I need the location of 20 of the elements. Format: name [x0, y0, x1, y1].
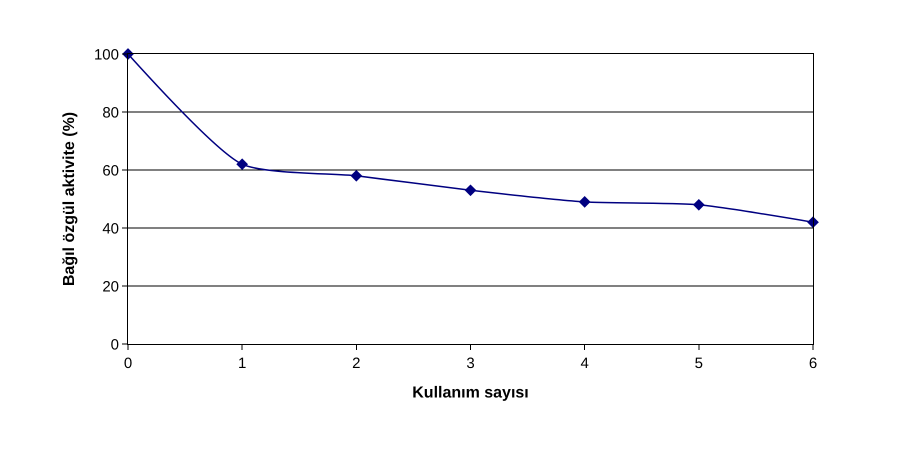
point: [350, 170, 362, 182]
x-tick-label: 0: [124, 355, 132, 372]
y-tick-label: 40: [102, 220, 119, 238]
point: [236, 158, 248, 170]
x-tick-label: 4: [580, 355, 589, 372]
y-tick-label: 100: [94, 46, 119, 64]
point: [692, 198, 705, 211]
x-tick-label: 3: [466, 355, 475, 372]
point: [578, 196, 591, 208]
x-axis-title: Kullanım sayısı: [412, 384, 529, 402]
y-tick-label: 60: [102, 162, 119, 180]
x-tick-label: 6: [808, 355, 818, 372]
x-tick-label: 5: [694, 355, 703, 372]
y-tick-label: 20: [102, 278, 119, 296]
y-tick-label: 80: [102, 104, 119, 122]
x-tick-label: 1: [238, 355, 246, 372]
y-axis-title: Bağıl özgül aktivite (%): [60, 112, 78, 286]
x-tick-label: 2: [352, 355, 360, 372]
y-tick-label: 0: [110, 336, 119, 354]
point: [464, 184, 476, 196]
